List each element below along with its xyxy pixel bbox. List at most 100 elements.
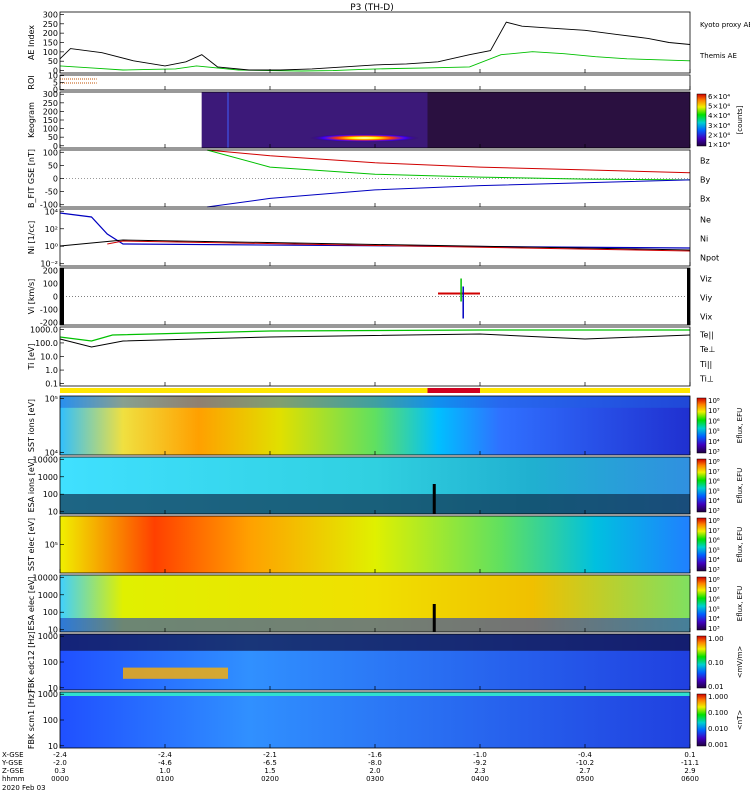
time-axis-value-1-0: -2.4 — [158, 751, 172, 759]
fbk_b-ylabel: FBK scm1 [Hz] — [27, 691, 36, 749]
bfield-ylabel: B_FIT GSE [nT] — [27, 149, 36, 208]
velocity-ytick-label: 100 — [43, 279, 58, 288]
esa_i-ytick-label: 10000 — [33, 455, 58, 464]
esa_i-colorbar-tick: 10⁸ — [708, 458, 720, 466]
bfield-legend-2: Bx — [700, 194, 710, 203]
esa_i-ytick-label: 10 — [48, 508, 58, 517]
bfield-series-0 — [206, 149, 691, 174]
time-axis-value-2-1: -6.5 — [263, 759, 277, 767]
time-axis-value-1-2: 1.0 — [159, 767, 170, 775]
sst_e-colorbar-tick: 10⁴ — [708, 556, 720, 564]
time-axis-value-2-3: 0200 — [261, 775, 279, 783]
esa_i-ylabel: ESA ions [eV] — [27, 459, 36, 513]
time-axis-value-4-0: -1.0 — [473, 751, 487, 759]
esa_e-ylabel: ESA elec [eV] — [27, 577, 36, 631]
sst_e-colorbar-tick: 10⁶ — [708, 537, 720, 545]
bfield-series-2 — [206, 179, 691, 208]
time-axis-value-1-1: -4.6 — [158, 759, 172, 767]
bfield-series-1 — [206, 149, 691, 181]
density-ytick-label: 10⁻² — [40, 260, 58, 269]
sst_i-colorbar-label: Eflux, EFU — [736, 408, 744, 443]
bfield-ytick-label: -100 — [40, 201, 58, 210]
time-axis-value-3-0: -1.6 — [368, 751, 382, 759]
temperature-ylabel: Ti [eV] — [27, 343, 36, 370]
esa_e-colorbar-tick: 10³ — [708, 625, 720, 633]
velocity-ytick-label: -200 — [40, 319, 58, 328]
time-axis-value-3-1: -8.0 — [368, 759, 382, 767]
esa_i-colorbar-tick: 10⁵ — [708, 487, 720, 495]
temperature-ytick-label: 1.0 — [45, 366, 58, 375]
fbk_e-colorbar-tick: 1.00 — [708, 635, 724, 643]
sst_e-colorbar-tick: 10⁷ — [708, 527, 720, 535]
sst_e-colorbar-tick: 10³ — [708, 566, 720, 574]
temperature-legend-2: Ti|| — [699, 360, 712, 369]
fbk_b-colorbar-tick: 0.100 — [708, 709, 728, 717]
ae-ytick-label: 300 — [43, 10, 58, 19]
time-axis-value-4-2: 2.3 — [474, 767, 485, 775]
velocity-ytick-label: 0 — [53, 293, 58, 302]
time-axis-value-0-2: 0.3 — [54, 767, 65, 775]
temperature-ytick-label: 100.0 — [35, 339, 58, 348]
ae-legend-kyoto: Kyoto proxy AE — [700, 21, 750, 29]
time-axis-value-6-1: -11.1 — [681, 759, 699, 767]
ae-series-0 — [59, 51, 691, 72]
sst-i-top-band — [60, 396, 690, 408]
temperature-ytick-label: 1000.0 — [30, 325, 58, 334]
ae-series-1 — [59, 21, 691, 71]
sst_i-colorbar-tick: 10⁸ — [708, 397, 720, 405]
time-axis-row-label-1: Y-GSE — [1, 759, 23, 767]
sst_i-colorbar-tick: 10⁵ — [708, 428, 720, 436]
esa_i-colorbar-tick: 10⁴ — [708, 497, 720, 505]
density-npot — [59, 212, 691, 249]
time-axis-value-0-0: -2.4 — [53, 751, 67, 759]
esa_i-colorbar-tick: 10⁷ — [708, 468, 720, 476]
ae-ytick-label: 200 — [43, 29, 58, 38]
keogram-ytick-label: 150 — [43, 116, 58, 125]
esa_i-colorbar-tick: 10⁶ — [708, 478, 720, 486]
plot-title: P3 (TH-D) — [350, 3, 393, 13]
velocity-legend-1: Viy — [700, 293, 713, 302]
ae-ytick-label: 150 — [43, 39, 58, 48]
fbk_b-spectrogram — [60, 692, 690, 748]
esa-e-gap — [432, 604, 436, 632]
sst_i-colorbar-tick: 10⁴ — [708, 438, 720, 446]
sst_i-colorbar-tick: 10³ — [708, 448, 720, 456]
esa_e-colorbar-tick: 10⁷ — [708, 586, 720, 594]
sst_e-colorbar-label: Eflux, EFU — [736, 527, 744, 562]
fbk_b-ytick-label: 1000 — [38, 690, 58, 699]
density-legend-1: Ni — [700, 234, 708, 243]
esa-i-low-noise — [60, 494, 690, 514]
esa_e-colorbar-label: Eflux, EFU — [736, 586, 744, 621]
density-frame — [59, 208, 691, 267]
velocity-legend-2: Vix — [700, 312, 713, 321]
time-axis-row-label-0: X-GSE — [2, 751, 24, 759]
keogram-colorbar-tick: 6×10⁴ — [708, 93, 730, 101]
keogram-aurora — [309, 134, 420, 142]
esa_i-colorbar-tick: 10³ — [708, 507, 720, 515]
keogram-ytick-label: 300 — [43, 90, 58, 99]
sst_i-ylabel: SST ions [eV] — [27, 399, 36, 452]
ae-ylabel: AE Index — [27, 25, 36, 60]
esa_e-ytick-label: 1000 — [38, 591, 58, 600]
fbk_e-ylabel: FBK edc12 [Hz] — [27, 631, 36, 692]
keogram-colorbar-tick: 2×10⁴ — [708, 131, 730, 139]
keogram-colorbar-tick: 3×10⁴ — [708, 122, 730, 130]
ae-ytick-label: 0 — [53, 67, 58, 76]
esa_e-colorbar — [696, 576, 707, 631]
time-axis-row-label-2: Z-GSE — [2, 767, 24, 775]
density-ylabel: Ni [1/cc] — [27, 221, 36, 255]
ae-ytick-label: 250 — [43, 20, 58, 29]
esa_e-ytick-label: 100 — [43, 608, 58, 617]
fbk_e-ytick-label: 10 — [48, 684, 58, 693]
bfield-ytick-label: -50 — [45, 188, 58, 197]
fbk_b-ytick-label: 100 — [43, 716, 58, 725]
fbk_b-ytick-label: 10 — [48, 742, 58, 751]
fbk-e-top-band — [60, 634, 690, 651]
keogram-ytick-label: 0 — [53, 142, 58, 151]
temperature-ytick-label: 0.1 — [45, 380, 58, 389]
esa_i-ytick-label: 1000 — [38, 473, 58, 482]
time-axis-value-1-3: 0100 — [156, 775, 174, 783]
bfield-legend-0: Bz — [700, 156, 710, 165]
esa-i-gap — [432, 484, 436, 514]
time-axis-value-5-3: 0500 — [576, 775, 594, 783]
